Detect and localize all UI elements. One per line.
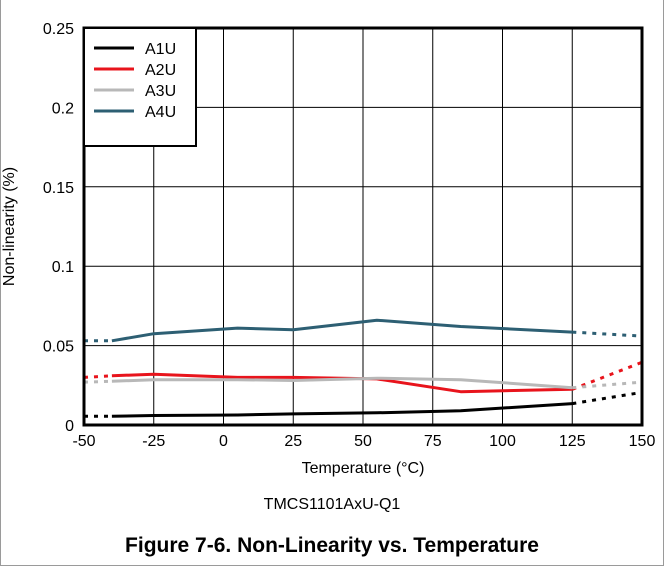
chart-subtitle: TMCS1101AxU-Q1: [263, 496, 401, 513]
x-tick-label: 125: [559, 433, 586, 450]
y-tick-label: 0.2: [52, 100, 74, 117]
x-tick-label: 50: [354, 433, 372, 450]
series-extrapolation-a1u: [572, 390, 643, 406]
legend: A1U A2U A3U A4U: [83, 27, 197, 147]
x-tick-label: -25: [142, 433, 165, 450]
x-tick-label: -50: [72, 433, 95, 450]
series-extrapolation-a2u: [571, 360, 643, 391]
legend-label: A2U: [145, 62, 176, 79]
series-line-a2u: [111, 372, 573, 394]
x-axis-title: Temperature (°C): [302, 460, 425, 477]
series-line-a3u: [111, 376, 573, 390]
x-tick-label: 75: [424, 433, 442, 450]
y-tick-label: 0.05: [43, 339, 74, 356]
y-tick-label: 0.25: [43, 21, 74, 38]
x-tick-label: 0: [219, 433, 228, 450]
series-line-a1u: [111, 402, 573, 418]
plot-area-border: [82, 26, 644, 427]
series-extrapolation-a3u: [83, 379, 112, 384]
series-extrapolation-a2u: [83, 374, 112, 379]
series-extrapolation-a4u: [572, 330, 643, 338]
figure-caption: Figure 7-6. Non-Linearity vs. Temperatur…: [125, 534, 539, 557]
tick-labels: -50 -25 0 25 50 75 100 125 150 0 0.05 0.1 0.15 0.2 0.2…: [43, 21, 656, 450]
y-tick-label: 0: [65, 418, 74, 435]
x-tick-label: 25: [284, 433, 302, 450]
series-line-a4u: [111, 318, 573, 343]
y-tick-label: 0.1: [52, 259, 74, 276]
x-tick-label: 100: [489, 433, 516, 450]
legend-box: [83, 27, 197, 147]
legend-label: A1U: [145, 41, 176, 58]
series-extrapolation-a3u: [572, 380, 643, 390]
legend-label: A4U: [145, 104, 176, 121]
y-axis-title: Non-linearity (%): [1, 167, 18, 286]
y-tick-label: 0.15: [43, 180, 74, 197]
series-lines: [83, 318, 643, 418]
x-tick-label: 150: [629, 433, 656, 450]
legend-label: A3U: [145, 83, 176, 100]
